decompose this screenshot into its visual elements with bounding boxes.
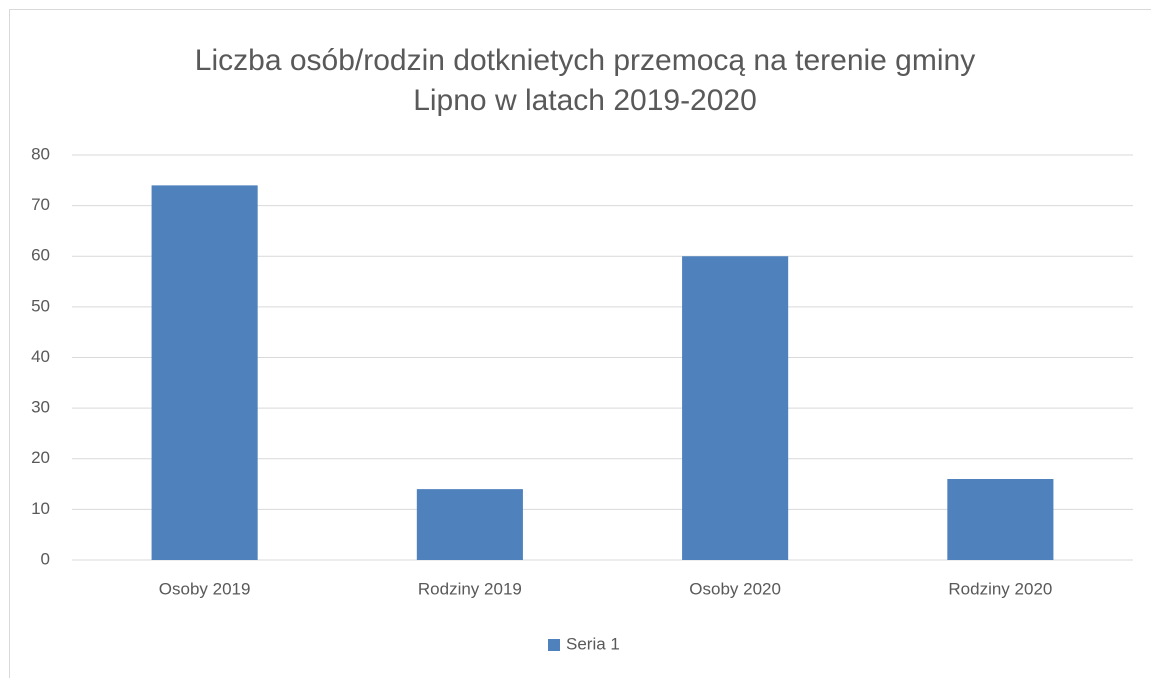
y-tick-label: 0 [41,549,50,568]
y-tick-label: 20 [31,448,50,467]
legend-swatch [548,639,560,651]
chart-title: Lipno w latach 2019-2020 [413,84,757,117]
y-tick-label: 60 [31,246,50,265]
bar [682,256,789,560]
x-tick-label: Rodziny 2019 [418,579,522,598]
bar [947,479,1054,560]
bar [151,185,258,560]
y-tick-label: 30 [31,398,50,417]
y-tick-label: 70 [31,195,50,214]
y-tick-label: 80 [31,144,50,163]
x-tick-label: Rodziny 2020 [948,579,1052,598]
bar [416,489,523,560]
y-tick-label: 40 [31,347,50,366]
x-tick-label: Osoby 2019 [159,579,251,598]
y-tick-label: 10 [31,499,50,518]
x-tick-label: Osoby 2020 [689,579,781,598]
y-tick-label: 50 [31,296,50,315]
legend-label: Seria 1 [566,634,620,653]
chart-title: Liczba osób/rodzin dotknietych przemocą … [195,44,975,77]
